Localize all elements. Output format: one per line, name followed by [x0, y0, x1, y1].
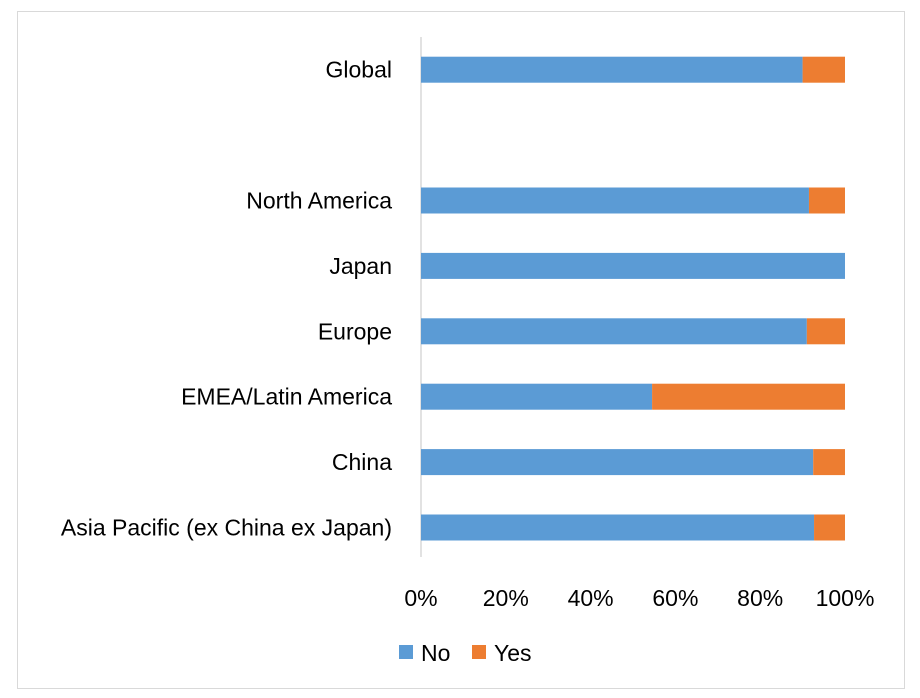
bar-yes-europe [806, 318, 845, 345]
x-tick-label-100pct: 100% [816, 585, 875, 611]
category-label-europe: Europe [318, 318, 392, 344]
x-tick-label-0pct: 0% [404, 585, 437, 611]
bar-yes-global [802, 56, 845, 83]
x-tick-label-40pct: 40% [568, 585, 614, 611]
bar-no-global [421, 56, 803, 83]
bar-no-asia-pacific-ex-china-ex-japan [421, 514, 815, 541]
bar-no-china [421, 449, 814, 476]
category-labels-group: Global North America Japan Europe EMEA/Latin… [61, 57, 392, 541]
category-label-global: Global [326, 57, 392, 83]
bar-no-europe [421, 318, 807, 345]
x-tick-label-80pct: 80% [737, 585, 783, 611]
category-label-japan: Japan [329, 253, 392, 279]
x-tick-labels-group: 0% 20% 40% 60% 80% 100% [404, 585, 874, 611]
legend: No Yes [399, 640, 532, 666]
bar-no-emea-latin-america [421, 383, 653, 410]
legend-swatch-yes [472, 645, 486, 659]
legend-label-yes: Yes [494, 640, 532, 666]
chart-frame [17, 11, 905, 689]
category-label-asia-pacific-ex-china-ex-japan: Asia Pacific (ex China ex Japan) [61, 515, 392, 541]
bar-yes-emea-latin-america [652, 383, 845, 410]
x-tick-label-60pct: 60% [652, 585, 698, 611]
x-tick-label-20pct: 20% [483, 585, 529, 611]
legend-label-no: No [421, 640, 450, 666]
bar-no-japan [421, 252, 845, 279]
category-label-china: China [332, 449, 392, 475]
bars-group [421, 56, 845, 541]
bar-yes-china [813, 449, 845, 476]
bar-no-north-america [421, 187, 809, 214]
category-label-north-america: North America [246, 188, 392, 214]
legend-swatch-no [399, 645, 413, 659]
bar-yes-asia-pacific-ex-china-ex-japan [814, 514, 845, 541]
category-label-emea-latin-america: EMEA/Latin America [181, 384, 392, 410]
bar-yes-north-america [808, 187, 845, 214]
